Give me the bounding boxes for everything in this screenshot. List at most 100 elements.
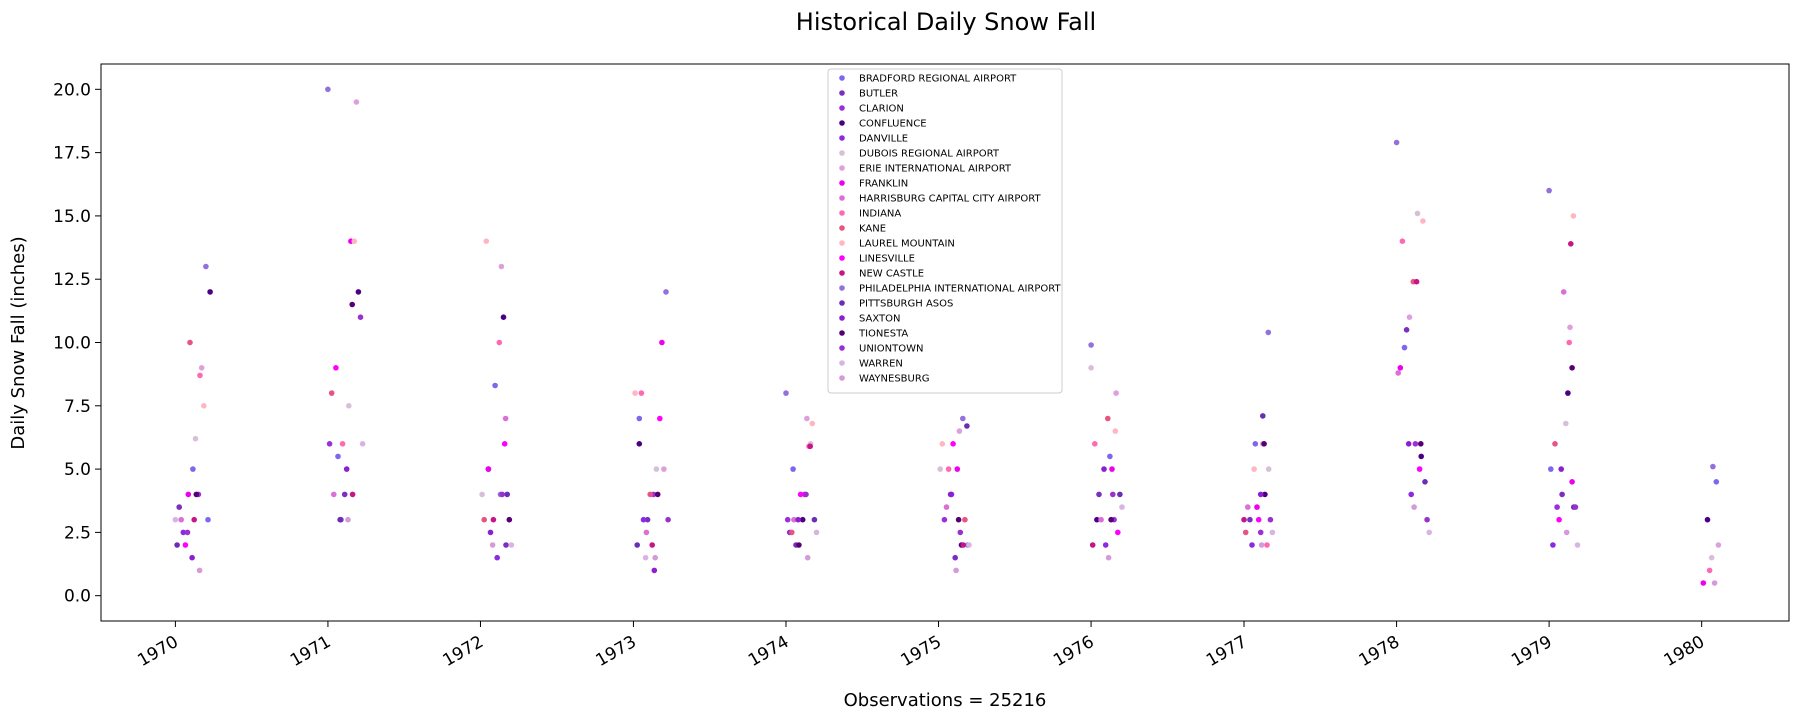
data-point [193,491,200,498]
data-point [1101,466,1107,472]
legend-label: ERIE INTERNATIONAL AIRPORT [859,164,1012,175]
data-point [331,491,337,498]
x-tick-label: 1978 [1356,632,1403,671]
data-point [172,516,179,523]
y-tick-label: 20.0 [53,80,91,100]
points-layer [172,86,1722,586]
data-point [178,516,184,523]
data-point [494,554,501,561]
data-point [636,415,643,422]
data-point [1559,491,1565,498]
data-point [1112,428,1119,434]
data-point [1558,466,1564,472]
data-point [1096,491,1102,498]
data-point [1708,554,1715,561]
data-point [1546,187,1552,194]
x-tick-label: 1975 [898,632,945,671]
y-tick-label: 7.5 [64,397,91,417]
data-point [191,516,197,523]
data-point [950,441,956,447]
data-point [634,542,640,548]
data-point [1548,466,1554,472]
chart-title: Historical Daily Snow Fall [796,8,1096,36]
legend-label: PHILADELPHIA INTERNATIONAL AIRPORT [859,284,1061,295]
legend-marker [839,240,845,246]
legend-label: HARRISBURG CAPITAL CITY AIRPORT [859,194,1042,205]
data-point [1088,365,1094,371]
data-point [807,443,813,450]
data-point [506,516,513,523]
data-point [632,390,638,396]
data-point [201,403,207,409]
data-point [1700,580,1707,586]
legend-label: WAYNESBURG [859,374,930,385]
legend-marker [839,285,845,291]
data-point [1418,453,1424,460]
data-point [349,301,356,308]
data-point [1403,327,1410,333]
data-point [335,453,341,460]
legend-marker [839,150,845,156]
legend-label: PITTSBURGH ASOS [859,299,953,310]
data-point [1406,314,1413,321]
x-tick-label: 1979 [1508,632,1555,671]
data-point [1405,441,1412,447]
data-point [956,428,963,434]
data-point [1110,491,1116,498]
data-point [952,554,958,561]
legend-label: INDIANA [859,209,901,220]
data-point [960,542,966,548]
data-point [636,441,643,447]
data-point [503,542,509,548]
data-point [953,567,959,574]
data-point [1251,466,1257,472]
x-tick-label: 1976 [1050,632,1097,671]
data-point [489,542,496,548]
data-point [1414,210,1421,217]
x-tick-label: 1974 [745,632,792,671]
data-point [962,516,968,523]
data-point [1249,542,1255,548]
data-point [1550,542,1556,548]
data-point [1424,516,1430,523]
legend-label: FRANKLIN [859,179,908,190]
legend-marker [839,360,845,366]
data-point [642,554,649,561]
data-point [1572,504,1579,510]
data-point [485,466,492,472]
data-point [1105,415,1111,422]
data-point [1102,542,1109,548]
data-point [174,542,180,548]
legend-label: LAUREL MOUNTAIN [859,239,955,250]
x-tick-label: 1971 [287,632,334,671]
y-tick-label: 12.5 [53,270,91,290]
data-point [1416,466,1423,472]
legend-marker [839,300,845,306]
legend-marker [839,90,845,96]
data-point [957,529,964,536]
data-point [1265,329,1272,336]
legend-label: SAXTON [859,314,901,325]
legend-marker [839,270,845,276]
legend-marker [839,225,845,231]
data-point [1710,463,1716,470]
legend-marker [839,180,845,186]
data-point [180,529,187,536]
data-point [803,491,809,498]
x-axis: 1970 1971 1972 1973 1974 1975 1976 1977 1978 1979… [134,621,1708,671]
data-point [796,542,802,548]
data-point [809,420,816,427]
data-point [339,441,346,447]
legend-marker [839,165,845,171]
data-point [325,86,331,93]
data-point [947,491,954,498]
data-point [1566,339,1572,346]
data-point [1094,516,1100,523]
data-point [643,529,650,536]
data-point [357,314,364,321]
data-point [487,529,494,536]
data-point [964,423,970,429]
legend-label: CONFLUENCE [859,119,927,130]
data-point [1413,278,1420,285]
